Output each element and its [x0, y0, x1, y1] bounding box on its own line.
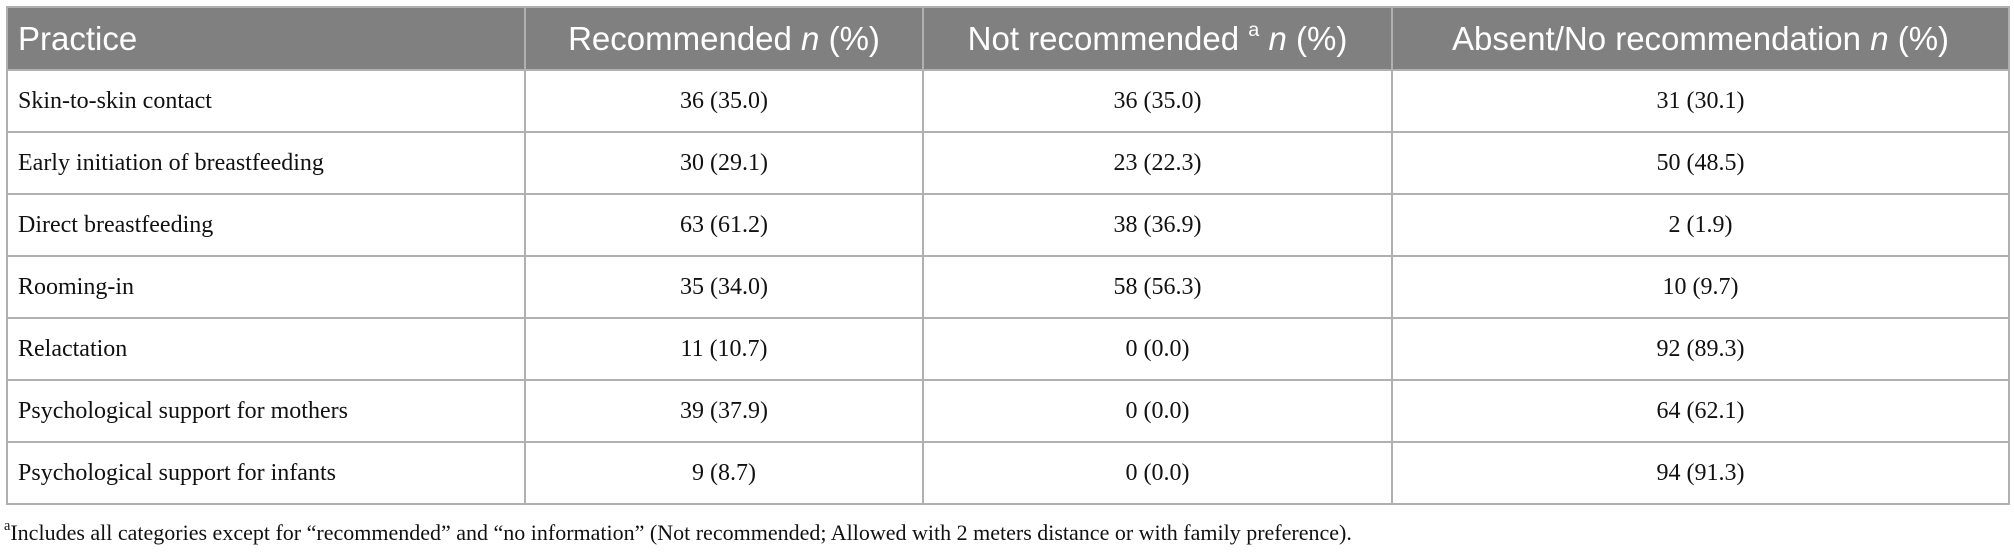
- value-cell: 11 (10.7): [524, 317, 924, 381]
- header-unit: (%): [1296, 19, 1348, 57]
- header-label: Not recommended: [967, 19, 1240, 57]
- table-row: Psychological support for mothers 39 (37.…: [6, 379, 2010, 443]
- value-cell: 36 (35.0): [922, 69, 1393, 133]
- table-row: Skin-to-skin contact 36 (35.0) 36 (35.0) 31…: [6, 69, 2010, 133]
- practice-cell: Direct breastfeeding: [6, 193, 526, 257]
- table-wrap: Practice Recommended n (%) Not recommended…: [6, 6, 2010, 505]
- value-cell: 35 (34.0): [524, 255, 924, 319]
- value-cell: 63 (61.2): [524, 193, 924, 257]
- value-cell: 36 (35.0): [524, 69, 924, 133]
- header-italic: n: [1268, 19, 1287, 57]
- header-cell: Recommended n (%): [524, 6, 924, 71]
- table-row: Early initiation of breastfeeding 30 (29.…: [6, 131, 2010, 195]
- practice-cell: Rooming-in: [6, 255, 526, 319]
- value-cell: 2 (1.9): [1391, 193, 2010, 257]
- value-cell: 0 (0.0): [922, 379, 1393, 443]
- table: Practice Recommended n (%) Not recommended…: [6, 6, 2010, 505]
- header-row: Practice Recommended n (%) Not recommended…: [6, 6, 2010, 71]
- header-italic: n: [1870, 19, 1889, 57]
- value-cell: 30 (29.1): [524, 131, 924, 195]
- value-cell: 92 (89.3): [1391, 317, 2010, 381]
- header-footnote-marker: a: [1248, 18, 1260, 41]
- footnote-text: Includes all categories except for “reco…: [10, 520, 1352, 545]
- value-cell: 23 (22.3): [922, 131, 1393, 195]
- value-cell: 0 (0.0): [922, 441, 1393, 505]
- table-body: Skin-to-skin contact 36 (35.0) 36 (35.0) 31…: [6, 69, 2010, 505]
- value-cell: 31 (30.1): [1391, 69, 2010, 133]
- header-label: Absent/No recommendation: [1451, 19, 1862, 57]
- header-unit: (%): [1897, 19, 1950, 57]
- header-cell: Practice: [6, 6, 526, 71]
- table-row: Psychological support for infants 9 (8.7)…: [6, 441, 2010, 505]
- value-cell: 58 (56.3): [922, 255, 1393, 319]
- practice-cell: Early initiation of breastfeeding: [6, 131, 526, 195]
- table-row: Rooming-in 35 (34.0) 58 (56.3) 10 (9.7): [6, 255, 2010, 319]
- header-cell: Absent/No recommendation n (%): [1391, 6, 2010, 71]
- practice-cell: Psychological support for mothers: [6, 379, 526, 443]
- value-cell: 9 (8.7): [524, 441, 924, 505]
- value-cell: 94 (91.3): [1391, 441, 2010, 505]
- value-cell: 10 (9.7): [1391, 255, 2010, 319]
- header-italic: n: [801, 19, 820, 57]
- value-cell: 39 (37.9): [524, 379, 924, 443]
- value-cell: 64 (62.1): [1391, 379, 2010, 443]
- practice-cell: Skin-to-skin contact: [6, 69, 526, 133]
- header-cell: Not recommended a n (%): [922, 6, 1393, 71]
- header-unit: (%): [828, 19, 880, 57]
- table-header: Practice Recommended n (%) Not recommended…: [6, 6, 2010, 71]
- table-row: Direct breastfeeding 63 (61.2) 38 (36.9) 2 …: [6, 193, 2010, 257]
- header-label: Practice: [18, 19, 138, 57]
- header-label: Recommended: [568, 19, 792, 57]
- value-cell: 38 (36.9): [922, 193, 1393, 257]
- value-cell: 50 (48.5): [1391, 131, 2010, 195]
- practice-cell: Psychological support for infants: [6, 441, 526, 505]
- value-cell: 0 (0.0): [922, 317, 1393, 381]
- footnote: aIncludes all categories except for “rec…: [4, 518, 1352, 546]
- table-row: Relactation 11 (10.7) 0 (0.0) 92 (89.3): [6, 317, 2010, 381]
- footnote-marker: a: [4, 518, 11, 534]
- practice-cell: Relactation: [6, 317, 526, 381]
